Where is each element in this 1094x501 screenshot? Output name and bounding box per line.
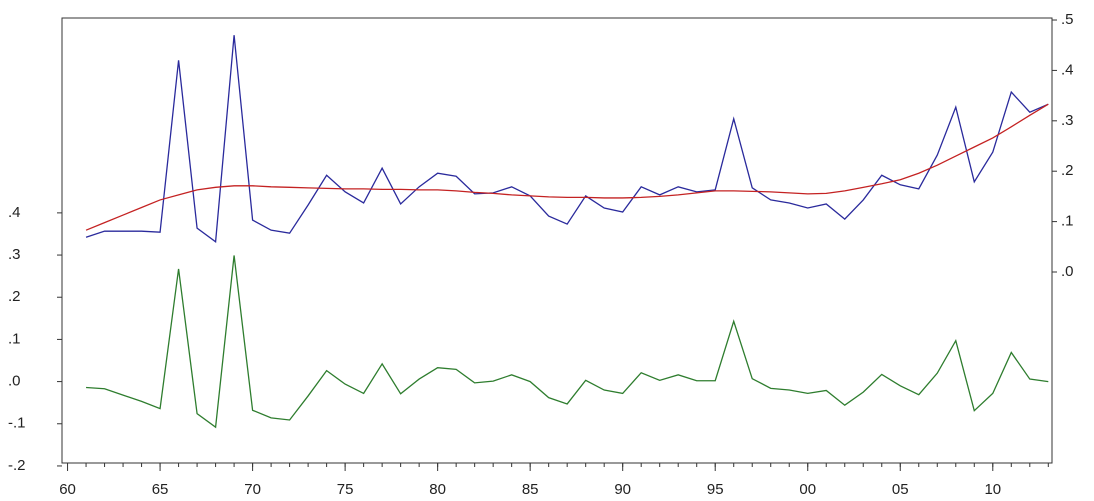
y2-tick-label: .2 xyxy=(1061,162,1074,179)
y-tick-label: .0 xyxy=(8,373,21,390)
x-tick-label: 70 xyxy=(244,481,261,498)
y2-tick-label: .1 xyxy=(1061,213,1074,230)
plot-frame xyxy=(61,17,1053,464)
y2-tick-label: .4 xyxy=(1061,61,1074,78)
y2-tick-label: .5 xyxy=(1061,11,1074,28)
y-tick-label: .3 xyxy=(8,246,21,263)
x-tick-label: 95 xyxy=(707,481,724,498)
y2-tick-label: .3 xyxy=(1061,112,1074,129)
y-tick-label: -.2 xyxy=(8,457,26,474)
x-tick-label: 80 xyxy=(429,481,446,498)
series-line xyxy=(86,255,1049,429)
x-tick-label: 05 xyxy=(892,481,909,498)
x-tick-label: 75 xyxy=(337,481,354,498)
y-tick-label: -.1 xyxy=(8,415,26,432)
x-tick-label: 90 xyxy=(614,481,631,498)
y-tick-label: .1 xyxy=(8,330,21,347)
x-tick-label: 60 xyxy=(59,481,76,498)
x-tick-label: 65 xyxy=(152,481,169,498)
x-tick-label: 85 xyxy=(522,481,539,498)
series-line xyxy=(85,103,1049,231)
x-tick-label: 00 xyxy=(799,481,816,498)
series-line xyxy=(85,35,1049,243)
y-tick-label: .2 xyxy=(8,288,21,305)
y-tick-label: .4 xyxy=(8,204,21,221)
y2-tick-label: .0 xyxy=(1061,263,1074,280)
x-tick-label: 10 xyxy=(984,481,1001,498)
